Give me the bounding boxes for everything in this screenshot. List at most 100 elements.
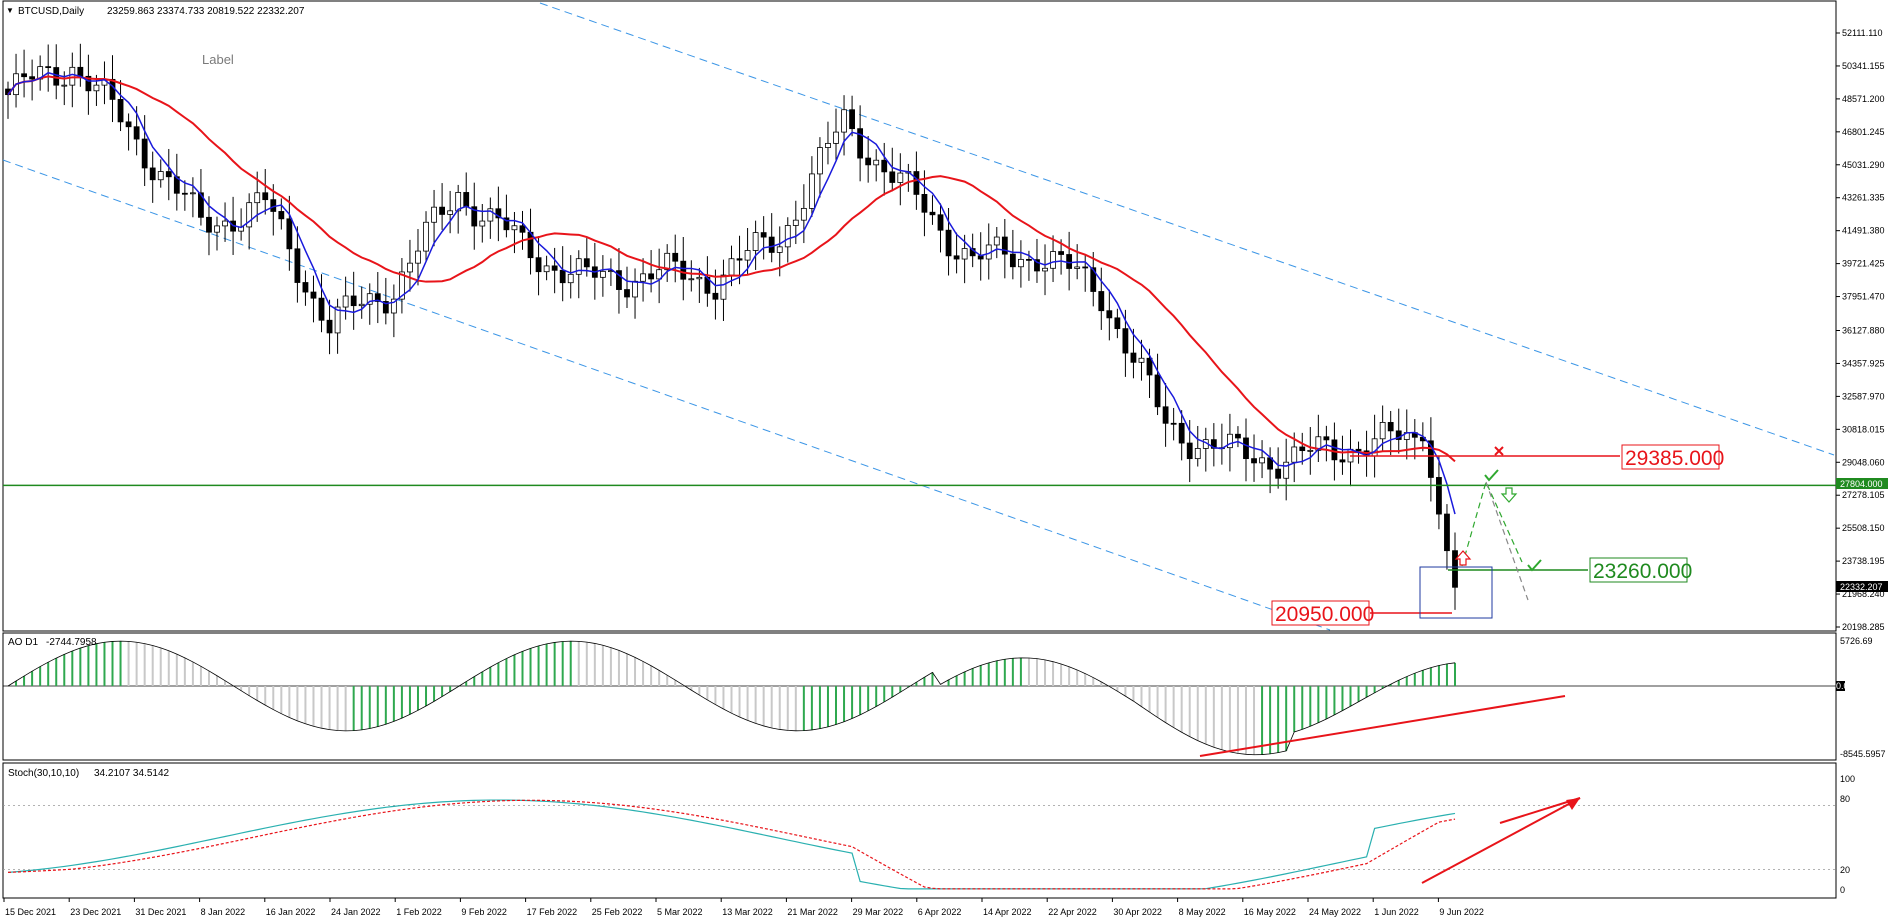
candle-body bbox=[77, 66, 84, 77]
date-tick-label: 30 Apr 2022 bbox=[1113, 907, 1162, 917]
candle-body bbox=[431, 206, 437, 223]
ao-axis-zero: 0.00 bbox=[1836, 681, 1854, 691]
price-tick-label: 37951.470 bbox=[1842, 292, 1885, 302]
candle-body bbox=[543, 265, 550, 273]
candle-body bbox=[1058, 251, 1064, 255]
date-tick-label: 9 Jun 2022 bbox=[1439, 907, 1484, 917]
candle-body bbox=[897, 172, 904, 183]
candle-body bbox=[487, 208, 494, 222]
candle-body bbox=[374, 293, 381, 302]
candle-body bbox=[447, 210, 454, 215]
price-tick-label: 52111.110 bbox=[1842, 28, 1883, 38]
candle-body bbox=[680, 260, 687, 280]
candle-body bbox=[1339, 459, 1346, 463]
candle-body bbox=[1452, 550, 1458, 588]
candle-body bbox=[479, 220, 486, 227]
candle-body bbox=[1436, 477, 1442, 515]
candle-body bbox=[1114, 317, 1121, 330]
ao-divergence-line bbox=[1199, 695, 1566, 757]
date-tick-label: 23 Dec 2021 bbox=[70, 907, 121, 917]
candle-body bbox=[85, 75, 92, 92]
candle-body bbox=[1082, 266, 1089, 269]
candle-body bbox=[1130, 352, 1137, 363]
date-tick-label: 24 May 2022 bbox=[1309, 907, 1361, 917]
stoch-d-line bbox=[7, 799, 1456, 890]
candle-body bbox=[206, 216, 212, 233]
candle-body bbox=[262, 192, 269, 201]
channel-lower-line bbox=[2, 159, 1331, 631]
candle-body bbox=[270, 199, 277, 212]
candle-body bbox=[399, 271, 405, 300]
stoch-axis-20: 20 bbox=[1840, 865, 1850, 875]
candle-body bbox=[310, 291, 317, 299]
stoch-k-line bbox=[7, 799, 1456, 890]
chart-menu-triangle[interactable]: ▼ bbox=[6, 6, 14, 15]
candle-body bbox=[29, 76, 36, 80]
current-price-tag-text: 22332.207 bbox=[1840, 582, 1883, 592]
candle-body bbox=[535, 257, 542, 273]
candle-body bbox=[471, 206, 478, 227]
candle-body bbox=[117, 98, 124, 123]
candle-body bbox=[921, 194, 928, 213]
ao-axis-top: 5726.69 bbox=[1840, 636, 1873, 646]
candle-body bbox=[382, 301, 389, 314]
candle-body bbox=[583, 258, 590, 268]
arrow-down-icon bbox=[1500, 487, 1518, 503]
candle-body bbox=[833, 131, 839, 144]
consolidation-box bbox=[1419, 566, 1493, 619]
candle-body bbox=[157, 171, 164, 181]
candle-body bbox=[728, 258, 735, 276]
candle-body bbox=[1018, 258, 1024, 268]
candle-body bbox=[1331, 439, 1338, 461]
date-tick-label: 1 Feb 2022 bbox=[396, 907, 442, 917]
candle-body bbox=[961, 248, 968, 260]
candle-body bbox=[1259, 457, 1265, 464]
ao-zero-tag bbox=[1836, 681, 1845, 691]
low-level-label: 20950.000 bbox=[1275, 603, 1374, 626]
date-tick-label: 22 Apr 2022 bbox=[1048, 907, 1097, 917]
price-tick-label: 20198.285 bbox=[1842, 622, 1885, 632]
date-tick-label: 21 Mar 2022 bbox=[787, 907, 838, 917]
candle-body bbox=[736, 258, 743, 261]
candle-body bbox=[294, 248, 301, 283]
candle-body bbox=[1154, 374, 1161, 408]
arrow-head-icon bbox=[1566, 798, 1580, 810]
candle-body bbox=[849, 109, 855, 130]
price-tick-label: 29048.060 bbox=[1842, 457, 1885, 467]
chart-label: Label bbox=[202, 52, 234, 67]
candle-body bbox=[519, 225, 526, 233]
low-level-box bbox=[1271, 600, 1370, 626]
candle-body bbox=[696, 276, 703, 280]
candle-body bbox=[125, 121, 132, 128]
candle-body bbox=[1122, 328, 1129, 354]
candle-body bbox=[929, 211, 936, 216]
date-tick-label: 29 Mar 2022 bbox=[853, 907, 904, 917]
candle-body bbox=[149, 167, 156, 181]
candle-body bbox=[246, 202, 253, 228]
candle-body bbox=[873, 159, 880, 166]
candle-body bbox=[1138, 357, 1145, 363]
descending-channel bbox=[2, 2, 1835, 631]
candle-body bbox=[358, 303, 365, 307]
candle-body bbox=[672, 252, 679, 262]
candle-body bbox=[1026, 258, 1032, 261]
candle-body bbox=[109, 78, 116, 100]
candle-body bbox=[599, 270, 606, 278]
candle-body bbox=[752, 232, 759, 251]
candle-body bbox=[1323, 436, 1330, 441]
stoch-arrow-line bbox=[1421, 797, 1581, 884]
candle-body bbox=[744, 250, 751, 261]
candle-body bbox=[1307, 449, 1314, 452]
price-tick-label: 48571.200 bbox=[1842, 94, 1885, 104]
candle-body bbox=[455, 192, 462, 212]
candle-body bbox=[1444, 513, 1450, 552]
price-annotations bbox=[3, 446, 1836, 619]
candle-body bbox=[800, 207, 807, 221]
candle-body bbox=[366, 293, 373, 305]
date-tick-label: 16 Jan 2022 bbox=[266, 907, 316, 917]
stoch-axis-100: 100 bbox=[1840, 774, 1855, 784]
candle-body bbox=[342, 295, 349, 308]
candle-body bbox=[616, 270, 622, 290]
candle-body bbox=[1186, 442, 1193, 460]
